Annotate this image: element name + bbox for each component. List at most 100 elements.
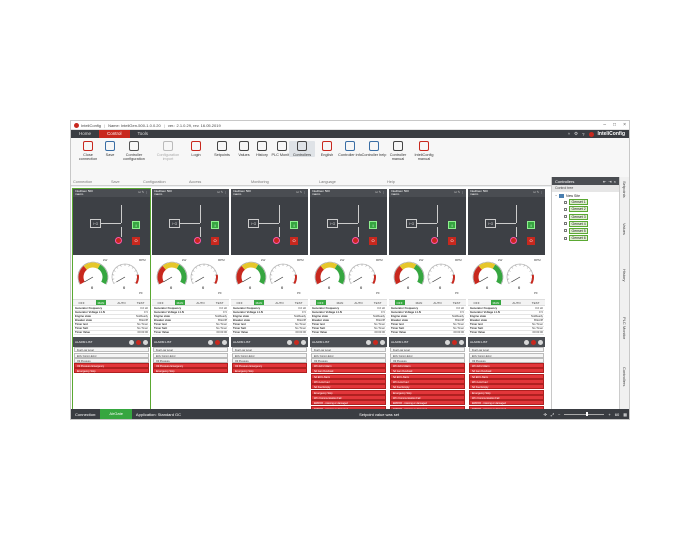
side-tab-history[interactable]: History [622, 269, 627, 282]
controller-menu-icon[interactable]: ⊟ ✎ ⋮ [296, 190, 306, 194]
breaker-close-button[interactable]: I [290, 221, 298, 229]
alarm-item[interactable]: ERROR - missing or damaged [469, 400, 544, 406]
ribbon-help-button[interactable]: Controller help [361, 141, 387, 157]
alarm-item[interactable]: Sd Gen Overload [311, 368, 386, 374]
tree-genset-node[interactable]: Genset 5 [564, 227, 616, 234]
sidebar-close-icon[interactable]: × [613, 178, 616, 184]
breaker-open-button[interactable]: O [132, 237, 140, 245]
help-icon[interactable]: ? [581, 131, 585, 137]
alarm-item[interactable]: Sd Fuel Empty [311, 384, 386, 390]
alarm-item[interactable]: Wrn Communication Fail [390, 394, 465, 400]
alarm-item[interactable]: Fuel Low Level [311, 347, 386, 353]
pin-icon[interactable]: ⇤ [602, 178, 607, 184]
mode-test-button[interactable]: TEST [531, 300, 540, 305]
alarm-item[interactable]: ECU Comm Error [390, 352, 465, 358]
alarm-item[interactable]: ECU Comm Error [74, 352, 149, 358]
genset-checkbox[interactable] [564, 236, 567, 240]
breaker-close-button[interactable]: I [448, 221, 456, 229]
grid-view-icon[interactable]: ▦ [623, 411, 627, 417]
alarm-item[interactable]: Fuel Low Level [232, 347, 307, 353]
mode-off-button[interactable]: OFF [473, 300, 480, 305]
alarm-item[interactable]: Wrn ECU Alarm [469, 363, 544, 369]
expand-toggle-icon[interactable]: − [555, 194, 558, 198]
mode-auto-button[interactable]: AUTO [117, 300, 126, 305]
alarm-item[interactable]: Wrn ECU Alarm [311, 363, 386, 369]
mode-auto-button[interactable]: AUTO [354, 300, 363, 305]
ribbon-gear-button[interactable]: Controller configuration [121, 141, 147, 161]
minimize-icon[interactable]: – [603, 122, 607, 128]
mode-auto-button[interactable]: AUTO [512, 300, 521, 305]
alarm-item[interactable]: Wrn Communication Fail [469, 394, 544, 400]
alarm-item[interactable]: Emergency Stop [153, 368, 228, 374]
breaker-close-button[interactable]: I [527, 221, 535, 229]
alarm-item[interactable]: Wrn Communication Fail [311, 394, 386, 400]
genset-checkbox[interactable] [564, 229, 567, 233]
side-tab-values[interactable]: Values [622, 223, 627, 235]
alarm-item[interactable]: Fuel Low Level [74, 347, 149, 353]
genset-checkbox[interactable] [564, 200, 567, 204]
zoom-in-icon[interactable]: + [608, 411, 611, 417]
mode-man-button[interactable]: MAN [174, 300, 186, 305]
tree-genset-node[interactable]: Genset 3 [564, 213, 616, 220]
collapse-ribbon-icon[interactable]: ^ [567, 131, 570, 137]
mode-test-button[interactable]: TEST [373, 300, 382, 305]
alarm-item[interactable]: Fuel Low Level [153, 347, 228, 353]
expand-icon[interactable]: ⤢ [550, 411, 555, 417]
alarm-item[interactable]: Fuel Low Level [390, 347, 465, 353]
alarm-item[interactable]: Sd Fuel Empty [469, 384, 544, 390]
alarm-item[interactable]: Wrn Low Fuel [311, 379, 386, 385]
alarm-item[interactable]: ERROR - missing or damaged [311, 400, 386, 406]
mode-man-button[interactable]: MAN [415, 300, 423, 305]
alarm-item[interactable]: ECU Comm Error [153, 352, 228, 358]
alarm-item[interactable]: Emergency Stop [390, 389, 465, 395]
controller-menu-icon[interactable]: ⊟ ✎ ⋮ [454, 190, 464, 194]
ribbon-history-button[interactable]: History [249, 141, 275, 157]
ribbon-close-connection-button[interactable]: Close connection [75, 141, 101, 161]
alarm-reset-icon[interactable] [373, 339, 378, 345]
side-tab-controllers[interactable]: Controllers [622, 367, 627, 387]
fit-icon[interactable]: ✣ [543, 411, 547, 417]
alarm-item[interactable]: Emergency Stop [232, 368, 307, 374]
alarm-item[interactable]: Fuel Low Level [469, 347, 544, 353]
breaker-close-button[interactable]: I [132, 221, 140, 229]
mode-test-button[interactable]: TEST [294, 300, 303, 305]
alarm-ack-icon[interactable] [524, 339, 529, 345]
dock-icon[interactable]: ⇥ [608, 178, 612, 184]
ribbon-manual-button[interactable]: Controller manual [385, 141, 411, 161]
alarm-item[interactable]: Oil Pressure Emergency [232, 363, 307, 369]
mode-man-button[interactable]: MAN [490, 300, 502, 305]
ribbon-info-button[interactable]: Controller info [337, 141, 363, 157]
breaker-open-button[interactable]: O [211, 237, 219, 245]
breaker-open-button[interactable]: O [527, 237, 535, 245]
mode-off-button[interactable]: OFF [394, 300, 405, 305]
mode-test-button[interactable]: TEST [215, 300, 224, 305]
alarm-ack-icon[interactable] [445, 339, 450, 345]
tab-control[interactable]: Control [99, 130, 130, 138]
controller-menu-icon[interactable]: ⊟ ✎ ⋮ [375, 190, 385, 194]
alarm-reset-icon[interactable] [294, 339, 299, 345]
tree-genset-node[interactable]: Genset 4 [564, 220, 616, 227]
mode-off-button[interactable]: OFF [236, 300, 243, 305]
alarm-ack-icon[interactable] [287, 339, 292, 345]
breaker-open-button[interactable]: O [448, 237, 456, 245]
alarm-item[interactable]: Wrn Low Fuel [390, 379, 465, 385]
ribbon-values-button[interactable]: Values [231, 141, 257, 157]
alarm-warning-icon[interactable] [538, 339, 543, 345]
alarm-ack-icon[interactable] [366, 339, 371, 345]
alarm-item[interactable]: Sd ECU Alarm [469, 373, 544, 379]
breaker-open-button[interactable]: O [290, 237, 298, 245]
mode-test-button[interactable]: TEST [136, 300, 145, 305]
mode-man-button[interactable]: MAN [253, 300, 265, 305]
alarm-item[interactable]: Oil Pressure Emergency [153, 363, 228, 369]
alarm-item[interactable]: Oil Pressure [74, 357, 149, 363]
alarm-item[interactable]: Wrn ECU Alarm [390, 363, 465, 369]
alarm-item[interactable]: ECU Comm Error [311, 352, 386, 358]
alarm-warning-icon[interactable] [459, 339, 464, 345]
alarm-item[interactable]: ECU Comm Error [469, 352, 544, 358]
mode-auto-button[interactable]: AUTO [275, 300, 284, 305]
